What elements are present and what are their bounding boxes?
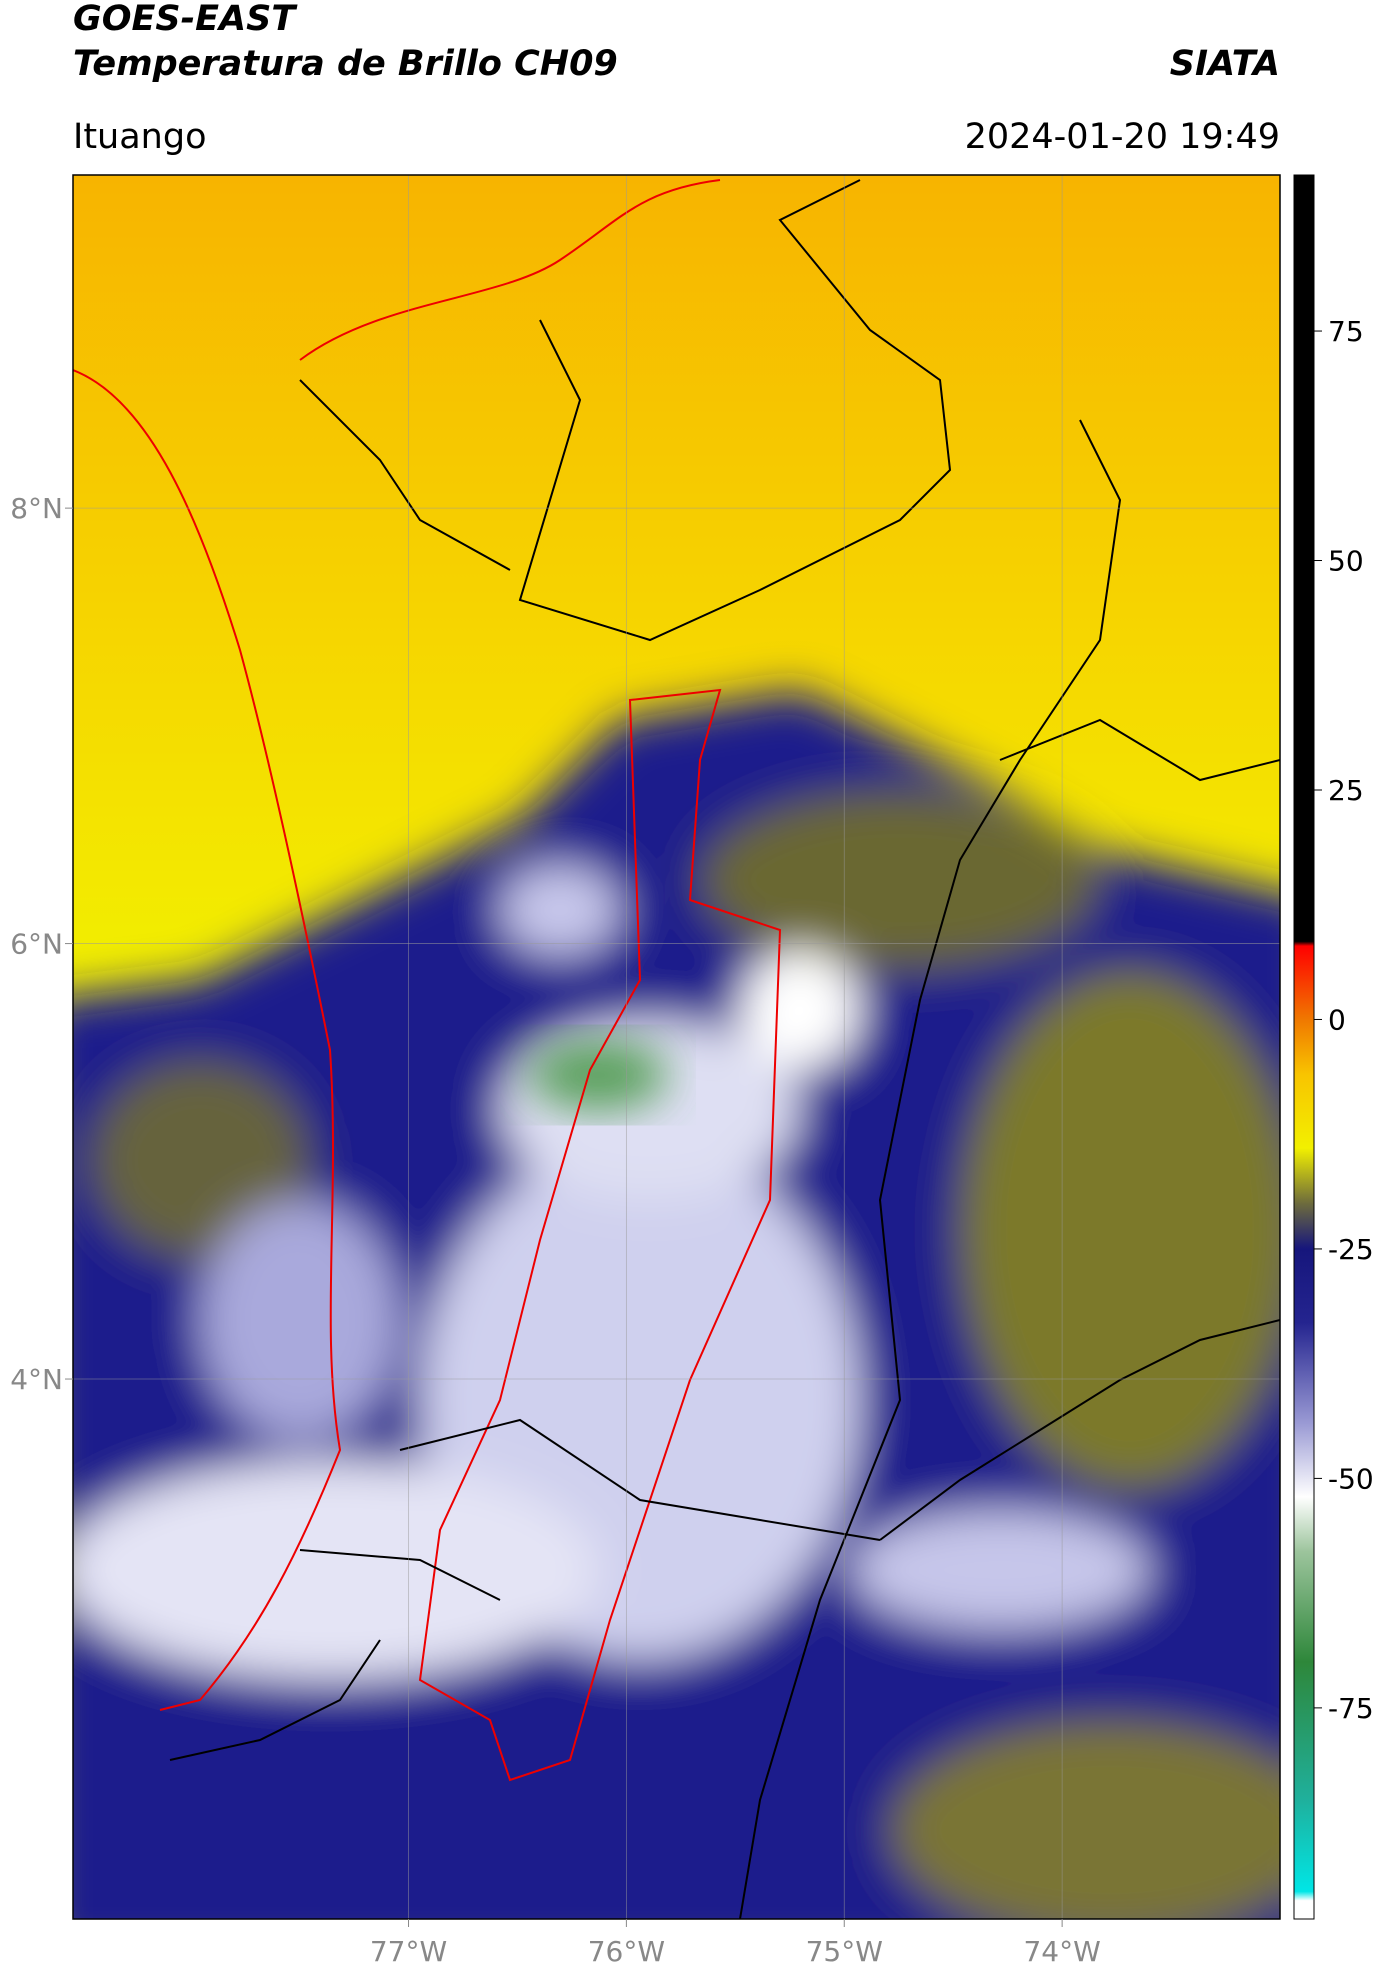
colorbar-tick-label: -75	[1328, 1692, 1374, 1725]
source: SIATA	[1170, 44, 1280, 84]
x-tick-label: 75°W	[806, 1935, 883, 1968]
x-tick-label: 74°W	[1023, 1935, 1100, 1968]
colorbar-tick-label: -50	[1328, 1462, 1374, 1495]
colorbar-tick-label: 50	[1328, 545, 1364, 578]
y-tick-label: 8°N	[10, 492, 63, 525]
x-tick-label: 77°W	[370, 1935, 447, 1968]
datetime: 2024-01-20 19:49	[965, 117, 1280, 157]
y-tick-label: 6°N	[10, 928, 63, 961]
grid	[73, 175, 1280, 1919]
subtitle: Temperatura de Brillo CH09	[73, 44, 618, 84]
x-tick-label: 76°W	[588, 1935, 665, 1968]
colorbar-tick-label: 0	[1328, 1003, 1346, 1036]
location: Ituango	[73, 117, 207, 157]
colorbar-tick-label: -25	[1328, 1233, 1374, 1266]
colorbar-tick-label: 25	[1328, 774, 1364, 807]
satellite-image	[73, 175, 1280, 1919]
colorbar-tick-label: 75	[1328, 315, 1364, 348]
y-tick-label: 4°N	[10, 1363, 63, 1396]
map-frame	[72, 174, 1281, 1920]
colorbar	[1293, 174, 1315, 1920]
title: GOES-EAST	[73, 0, 298, 39]
